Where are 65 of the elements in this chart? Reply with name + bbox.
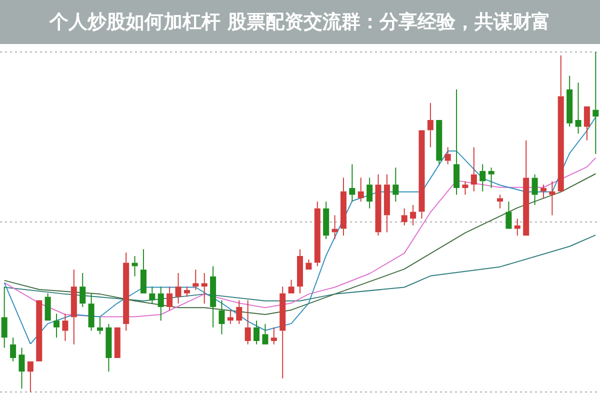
candlestick <box>506 201 512 229</box>
candlestick <box>175 272 182 304</box>
candlestick <box>166 286 173 311</box>
candlestick <box>210 266 216 328</box>
candlestick <box>218 300 225 335</box>
candlestick <box>575 82 582 134</box>
candlestick <box>444 146 451 165</box>
candlestick <box>149 286 156 304</box>
candlestick <box>297 248 303 294</box>
candlestick <box>97 316 103 335</box>
candlestick <box>262 324 268 344</box>
candlestick <box>270 326 277 345</box>
candlestick <box>384 174 390 233</box>
candlestick <box>592 52 599 154</box>
candlestick <box>236 300 242 324</box>
candlestick <box>410 204 416 226</box>
candlestick <box>88 292 94 332</box>
candlestick <box>244 300 251 345</box>
candlestick <box>140 248 146 294</box>
candlestick <box>80 272 86 308</box>
candlestick <box>323 201 330 240</box>
candlestick <box>227 310 234 324</box>
candlestick <box>401 208 408 226</box>
candlestick <box>280 286 286 379</box>
candlestick <box>392 167 399 202</box>
candlestick <box>488 167 494 188</box>
candlestick <box>123 252 130 332</box>
candlestick <box>375 174 382 236</box>
candlestick <box>184 286 190 298</box>
candlestick <box>340 177 346 236</box>
candlestick <box>106 324 112 372</box>
candlestick <box>584 106 590 141</box>
candlestick <box>549 180 556 216</box>
candlestick <box>18 347 25 390</box>
candlestick <box>480 164 486 192</box>
candlestick <box>314 201 320 267</box>
candlestick <box>523 140 530 236</box>
candlestick <box>532 174 538 206</box>
candlestick <box>349 164 356 202</box>
candlestick <box>306 258 312 270</box>
candlestick <box>27 361 34 392</box>
chart-title: 个人炒股如何加杠杆 股票配资交流群：分享经验，共谋财富 <box>48 10 552 35</box>
candlestick <box>462 180 468 196</box>
candlestick <box>427 102 434 148</box>
candlestick <box>158 286 164 322</box>
candlestick <box>10 337 16 362</box>
candlestick <box>254 320 260 345</box>
candlestick <box>497 194 503 209</box>
candlestick <box>566 75 573 128</box>
candlestick <box>54 313 60 338</box>
candlestick <box>470 146 477 192</box>
candlestick <box>62 313 68 342</box>
candlestick <box>288 279 294 294</box>
candlestick <box>201 272 208 304</box>
candlestick <box>418 130 425 220</box>
candlestick <box>454 88 460 196</box>
candlestick <box>514 218 520 236</box>
candlestick <box>366 177 373 209</box>
candlestick <box>70 269 77 345</box>
candlestick <box>358 177 364 202</box>
candlestick <box>540 184 546 199</box>
candlestick <box>1 286 8 348</box>
candlestick <box>558 54 564 192</box>
candlestick <box>44 292 51 321</box>
candlestick <box>192 269 199 290</box>
